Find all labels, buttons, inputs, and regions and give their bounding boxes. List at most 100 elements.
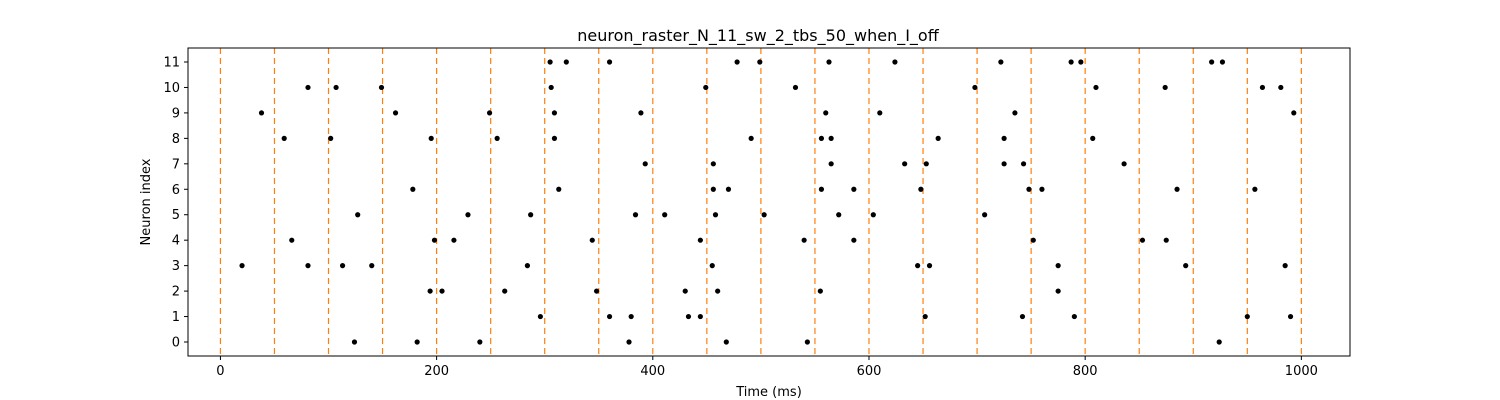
spike-point: [836, 212, 842, 218]
spike-point: [369, 263, 375, 269]
spike-point: [1174, 186, 1180, 192]
spike-point: [547, 59, 553, 65]
spike-point: [715, 288, 721, 294]
spike-point: [710, 161, 716, 167]
spike-point: [757, 59, 763, 65]
x-tick-label: 1000: [1285, 364, 1318, 379]
spike-point: [1020, 161, 1027, 167]
spike-point: [877, 110, 883, 116]
spike-point: [801, 237, 807, 243]
y-tick-label: 1: [172, 310, 180, 325]
spike-point: [761, 212, 767, 218]
spike-point: [922, 313, 928, 320]
spike-point: [289, 237, 295, 243]
spike-point: [1093, 84, 1099, 91]
spike-point: [710, 186, 716, 192]
spike-point: [1287, 313, 1294, 320]
spike-point: [1071, 313, 1077, 320]
spike-point: [935, 135, 941, 141]
spike-point: [1139, 237, 1146, 243]
spike-point: [1244, 313, 1250, 320]
spike-points: [239, 59, 1297, 345]
spike-point: [1001, 135, 1007, 141]
spike-point: [589, 237, 595, 243]
spike-point: [392, 110, 399, 116]
spike-point: [1039, 186, 1045, 192]
y-tick-label: 7: [172, 157, 180, 172]
spike-point: [537, 313, 543, 320]
spike-point: [1001, 161, 1007, 167]
y-tick-label: 5: [172, 208, 180, 223]
spike-point: [502, 288, 508, 294]
spike-point: [1252, 186, 1258, 192]
y-tick-label: 2: [172, 285, 180, 300]
spike-point: [1030, 237, 1036, 243]
spike-point: [818, 135, 825, 141]
spike-point: [451, 237, 457, 243]
spike-point: [1209, 59, 1215, 65]
spike-point: [826, 59, 832, 65]
spike-point: [818, 186, 825, 192]
spike-point: [431, 237, 438, 243]
y-tick-label: 11: [163, 56, 180, 71]
spike-point: [725, 186, 732, 192]
spike-point: [1219, 59, 1226, 65]
x-tick-label: 400: [640, 364, 665, 379]
spike-point: [628, 313, 634, 320]
spike-point: [828, 161, 834, 167]
spike-point: [333, 84, 339, 91]
spike-point: [1078, 59, 1084, 65]
spike-point: [851, 186, 857, 192]
spike-point: [1055, 288, 1061, 294]
spike-point: [1026, 186, 1032, 192]
spike-point: [258, 110, 265, 116]
spike-point: [828, 135, 834, 141]
spike-point: [1278, 84, 1284, 91]
spike-point: [892, 59, 898, 65]
spike-point: [902, 161, 908, 167]
spike-point: [734, 59, 740, 65]
spike-point: [851, 237, 857, 243]
spike-point: [1183, 263, 1189, 269]
spike-point: [682, 288, 688, 294]
spike-point: [528, 212, 534, 218]
spike-point: [556, 186, 562, 192]
spike-point: [823, 110, 829, 116]
spike-point: [339, 263, 346, 269]
spike-point: [626, 339, 632, 345]
y-tick-label: 3: [172, 259, 180, 274]
x-tick-label: 600: [857, 364, 882, 379]
spike-point: [982, 212, 988, 218]
chart-title: neuron_raster_N_11_sw_2_tbs_50_when_I_of…: [577, 26, 939, 46]
spike-point: [486, 110, 493, 116]
spike-point: [281, 135, 287, 141]
spike-point: [427, 288, 433, 294]
spike-point: [1162, 84, 1168, 91]
y-tick-label: 10: [163, 81, 180, 96]
spike-point: [494, 135, 500, 141]
spike-point: [477, 339, 483, 345]
spike-point: [606, 59, 613, 65]
spike-point: [918, 186, 924, 192]
spike-point: [632, 212, 639, 218]
spike-point: [1291, 110, 1297, 116]
spike-point: [305, 84, 311, 91]
spike-point: [593, 288, 600, 294]
spike-point: [998, 59, 1004, 65]
spike-point: [703, 84, 709, 91]
spike-point: [697, 313, 703, 320]
spike-point: [239, 263, 245, 269]
spike-point: [548, 84, 554, 91]
y-axis-label: Neuron index: [139, 158, 154, 245]
spike-point: [563, 59, 569, 65]
y-tick-label: 0: [172, 336, 180, 351]
spike-point: [328, 135, 334, 141]
spike-point: [697, 237, 703, 243]
spike-point: [685, 313, 692, 320]
x-tick-label: 800: [1073, 364, 1098, 379]
spike-point: [1055, 263, 1061, 269]
x-axis-label: Time (ms): [735, 385, 802, 400]
spike-point: [1121, 161, 1127, 167]
spike-point: [817, 288, 823, 294]
